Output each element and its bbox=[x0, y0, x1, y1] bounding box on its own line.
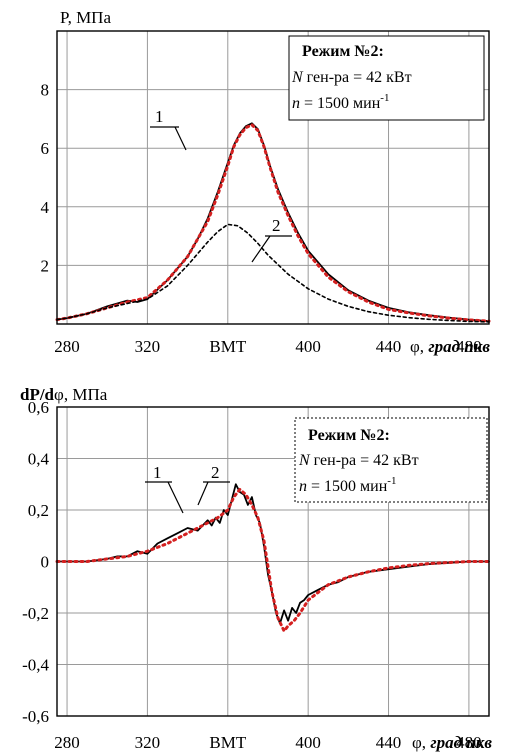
derivative-y-axis-label: dP/dφ, МПа bbox=[20, 385, 108, 404]
derivative-legend: Режим №2: N ген-ра = 42 кВт n = 1500 мин… bbox=[294, 417, 488, 503]
bot-x-tick-label: 280 bbox=[54, 733, 80, 752]
top-x-tick-label: 480 bbox=[456, 337, 482, 356]
derivative-x-axis-label: φ, град пкв bbox=[412, 733, 492, 752]
svg-text:2: 2 bbox=[272, 216, 281, 235]
svg-text:Режим №2:: Режим №2: bbox=[302, 43, 384, 60]
bot-x-tick-label: 440 bbox=[376, 733, 402, 752]
pressure-x-ticks: 280 320 ВМТ 400 440 480 bbox=[54, 337, 481, 356]
bot-x-tick-label: 320 bbox=[135, 733, 161, 752]
svg-text:n = 1500 мин-1: n = 1500 мин-1 bbox=[292, 92, 389, 112]
svg-text:1: 1 bbox=[153, 463, 162, 482]
derivative-chart: 0,6 0,4 0,2 0 -0,2 -0,4 -0,6 280 320 ВМТ 400 440 48… bbox=[20, 385, 492, 752]
pressure-chart: 2 4 6 8 280 320 ВМТ 400 440 480 P, МПа φ, град п… bbox=[41, 8, 491, 356]
bot-x-tick-label: 480 bbox=[456, 733, 482, 752]
pressure-y-ticks: 2 4 6 8 bbox=[41, 81, 50, 276]
bot-series-2-line bbox=[55, 487, 491, 633]
svg-text:Режим №2:: Режим №2: bbox=[308, 427, 390, 444]
svg-text:1: 1 bbox=[155, 107, 164, 126]
bot-y-tick-label: -0,4 bbox=[22, 656, 49, 675]
bot-y-tick-label: 0,2 bbox=[28, 501, 49, 520]
bot-y-tick-label: -0,6 bbox=[22, 707, 49, 726]
svg-text:N ген-ра = 42 кВт: N ген-ра = 42 кВт bbox=[298, 452, 419, 469]
top-x-tick-label: 280 bbox=[54, 337, 80, 356]
bot-x-tick-label: ВМТ bbox=[209, 733, 246, 752]
pressure-y-axis-label: P, МПа bbox=[60, 8, 111, 27]
pressure-annotation-2: 2 bbox=[251, 216, 292, 263]
bot-y-tick-label: 0,4 bbox=[28, 450, 50, 469]
top-series-2-line bbox=[55, 123, 491, 323]
pressure-plot-frame bbox=[56, 30, 490, 325]
derivative-series bbox=[55, 483, 491, 633]
svg-text:n = 1500 мин-1: n = 1500 мин-1 bbox=[299, 475, 396, 495]
top-x-tick-label: ВМТ bbox=[209, 337, 246, 356]
bot-y-tick-label: 0,6 bbox=[28, 398, 49, 417]
top-series-3-line bbox=[56, 223, 490, 323]
bot-y-tick-label: -0,2 bbox=[22, 604, 49, 623]
top-y-tick-label: 8 bbox=[41, 81, 50, 100]
top-y-tick-label: 2 bbox=[41, 256, 50, 275]
derivative-annotation-2: 2 bbox=[197, 463, 230, 506]
top-y-tick-label: 6 bbox=[41, 139, 50, 158]
pressure-annotation-1: 1 bbox=[150, 107, 187, 151]
pressure-legend: Режим №2: N ген-ра = 42 кВт n = 1500 мин… bbox=[288, 35, 485, 121]
top-x-tick-label: 400 bbox=[295, 337, 321, 356]
pressure-series bbox=[55, 122, 491, 323]
svg-text:N ген-ра = 42 кВт: N ген-ра = 42 кВт bbox=[291, 69, 412, 86]
svg-text:2: 2 bbox=[211, 463, 220, 482]
top-x-tick-label: 320 bbox=[135, 337, 161, 356]
derivative-plot-frame bbox=[56, 406, 490, 717]
derivative-x-ticks: 280 320 ВМТ 400 440 480 bbox=[54, 733, 481, 752]
pressure-x-axis-label: φ, град пкв bbox=[410, 337, 490, 356]
derivative-y-ticks: 0,6 0,4 0,2 0 -0,2 -0,4 -0,6 bbox=[22, 398, 49, 726]
bot-y-tick-label: 0 bbox=[41, 553, 50, 572]
bot-x-tick-label: 400 bbox=[295, 733, 321, 752]
top-y-tick-label: 4 bbox=[41, 198, 50, 217]
top-x-tick-label: 440 bbox=[376, 337, 402, 356]
derivative-annotation-1: 1 bbox=[145, 463, 184, 514]
